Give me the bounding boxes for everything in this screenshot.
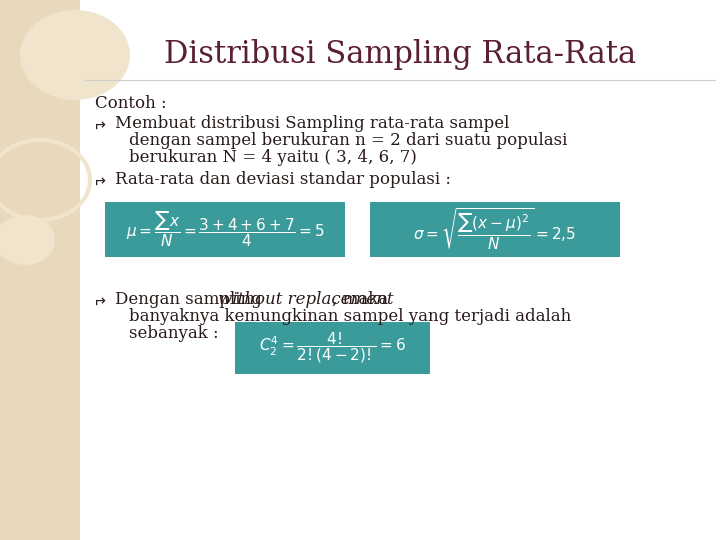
Ellipse shape (0, 215, 55, 265)
Text: , maka: , maka (332, 291, 388, 308)
Text: Dengan sampling: Dengan sampling (115, 291, 267, 308)
Text: ↵: ↵ (93, 116, 106, 130)
Text: berukuran N = 4 yaitu ( 3, 4, 6, 7): berukuran N = 4 yaitu ( 3, 4, 6, 7) (129, 150, 417, 166)
Text: Membuat distribusi Sampling rata-rata sampel: Membuat distribusi Sampling rata-rata sa… (115, 116, 509, 132)
Text: banyaknya kemungkinan sampel yang terjadi adalah: banyaknya kemungkinan sampel yang terjad… (129, 308, 571, 325)
Text: Rata-rata dan deviasi standar populasi :: Rata-rata dan deviasi standar populasi : (115, 172, 451, 188)
Ellipse shape (20, 10, 130, 100)
Text: ↵: ↵ (93, 172, 106, 186)
Text: $\mu = \dfrac{\sum x}{N} = \dfrac{3+4+6+7}{4} = 5$: $\mu = \dfrac{\sum x}{N} = \dfrac{3+4+6+… (125, 210, 325, 249)
Text: $\sigma = \sqrt{\dfrac{\sum (x-\mu)^2}{N}} = 2{,}5$: $\sigma = \sqrt{\dfrac{\sum (x-\mu)^2}{N… (413, 207, 577, 252)
Text: dengan sampel berukuran n = 2 dari suatu populasi: dengan sampel berukuran n = 2 dari suatu… (129, 132, 567, 150)
Text: Contoh :: Contoh : (95, 95, 166, 112)
FancyBboxPatch shape (0, 0, 80, 540)
FancyBboxPatch shape (235, 322, 430, 374)
Text: $C_2^4 = \dfrac{4!}{2!(4-2)!} = 6$: $C_2^4 = \dfrac{4!}{2!(4-2)!} = 6$ (259, 330, 406, 365)
Text: ↵: ↵ (93, 291, 106, 306)
Text: Distribusi Sampling Rata-Rata: Distribusi Sampling Rata-Rata (164, 39, 636, 71)
Text: without replacement: without replacement (218, 291, 394, 308)
FancyBboxPatch shape (105, 202, 345, 257)
FancyBboxPatch shape (370, 202, 620, 257)
Text: sebanyak :: sebanyak : (129, 325, 219, 342)
